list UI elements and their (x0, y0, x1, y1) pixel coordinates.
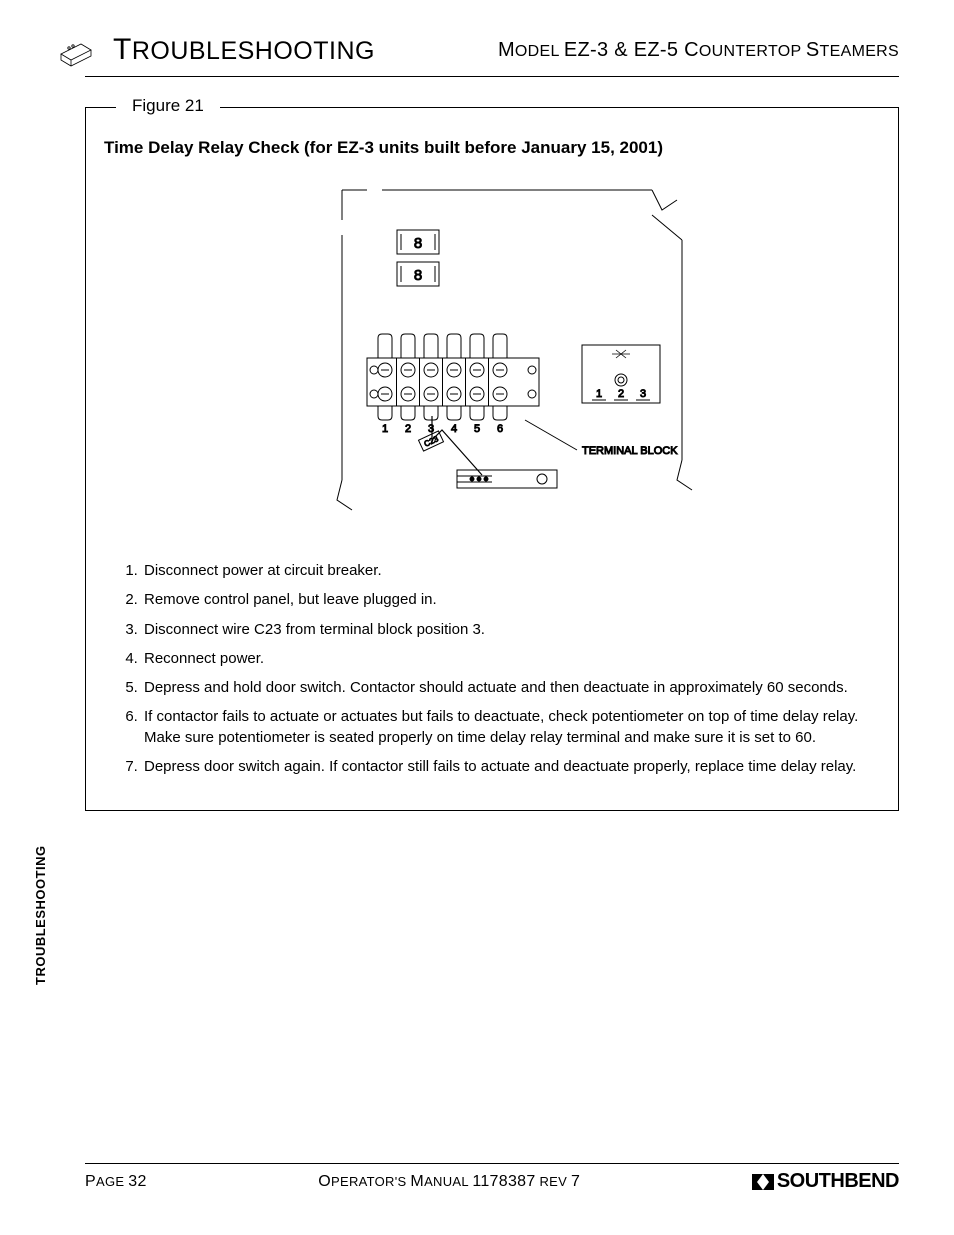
figure-title: Time Delay Relay Check (for EZ-3 units b… (104, 138, 880, 158)
svg-text:1: 1 (596, 388, 602, 400)
page-header: TROUBLESHOOTING MODEL EZ-3 & EZ-5 COUNTE… (85, 30, 899, 77)
svg-text:8: 8 (414, 235, 422, 252)
svg-text:C23: C23 (423, 434, 441, 449)
step-2: Remove control panel, but leave plugged … (142, 590, 880, 610)
svg-text:2: 2 (618, 388, 624, 400)
step-7: Depress door switch again. If contactor … (142, 757, 880, 777)
brand-logo-icon (752, 1174, 774, 1190)
svg-text:TERMINAL BLOCK: TERMINAL BLOCK (582, 445, 678, 457)
svg-text:4: 4 (451, 423, 457, 435)
svg-text:2: 2 (405, 423, 411, 435)
procedure-steps: Disconnect power at circuit breaker. Remo… (104, 561, 880, 777)
svg-text:6: 6 (497, 423, 503, 435)
wiring-diagram: 8 8 (104, 180, 880, 535)
step-3: Disconnect wire C23 from terminal block … (142, 620, 880, 640)
side-tab: TROUBLESHOOTING (33, 845, 48, 985)
step-4: Reconnect power. (142, 649, 880, 669)
footer-manual: OPERATOR'S MANUAL 1178387 REV 7 (318, 1173, 580, 1191)
svg-text:5: 5 (474, 423, 480, 435)
svg-text:8: 8 (414, 267, 422, 284)
svg-text:1: 1 (382, 423, 388, 435)
figure-legend: Figure 21 (116, 96, 220, 116)
step-1: Disconnect power at circuit breaker. (142, 561, 880, 581)
steamer-icon (55, 30, 95, 70)
step-6: If contactor fails to actuate or actuate… (142, 707, 880, 748)
page-footer: PAGE 32 OPERATOR'S MANUAL 1178387 REV 7 … (85, 1163, 899, 1193)
footer-page: PAGE 32 (85, 1173, 147, 1191)
header-title: TROUBLESHOOTING (113, 33, 375, 67)
header-subtitle: MODEL EZ-3 & EZ-5 COUNTERTOP STEAMERS (498, 39, 899, 62)
svg-text:3: 3 (640, 388, 646, 400)
footer-brand: SOUTHBEND (752, 1170, 899, 1193)
step-5: Depress and hold door switch. Contactor … (142, 678, 880, 698)
figure-box: Figure 21 Time Delay Relay Check (for EZ… (85, 107, 899, 811)
